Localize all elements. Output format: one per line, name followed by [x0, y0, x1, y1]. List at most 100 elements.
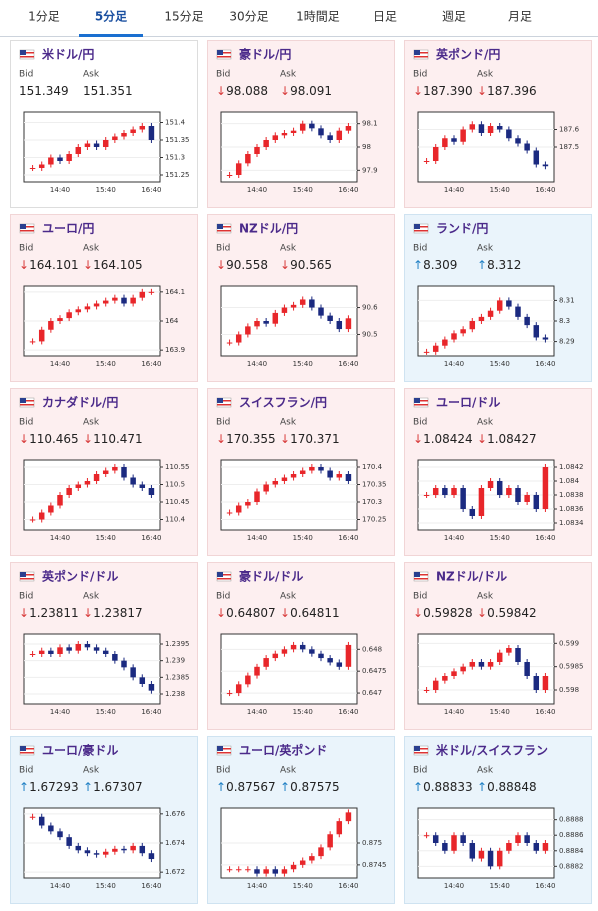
tab[interactable]: 30分足	[229, 10, 268, 24]
tab[interactable]: 1分足	[28, 10, 60, 24]
candle-body	[309, 123, 315, 129]
flag-icon-part	[20, 572, 26, 577]
ask-price: ↓1.08427	[477, 432, 537, 446]
bid-label: Bid	[413, 70, 427, 80]
x-tick-label: 16:40	[535, 882, 555, 890]
y-tick-label: 151.25	[165, 171, 190, 179]
flag-icon-part	[414, 746, 420, 751]
quote-card[interactable]: 米ドル/円 Bid Ask 151.349 151.351 151.25 151.3 151.…	[10, 40, 198, 208]
y-tick-label: 170.25	[362, 516, 387, 524]
candle-body	[112, 136, 118, 140]
pair-name[interactable]: カナダドル/円	[42, 395, 118, 410]
bid-value: 90.558	[226, 258, 268, 272]
candle-body	[102, 300, 109, 304]
bid-label: Bid	[216, 70, 230, 80]
y-tick-label: 1.0838	[559, 491, 584, 499]
tab[interactable]: 15分足	[164, 10, 203, 24]
candle-body	[432, 835, 439, 843]
candle-body	[84, 644, 91, 648]
tab[interactable]: 週足	[442, 10, 466, 24]
bid-arrow: ↓	[216, 84, 226, 98]
candle-body	[130, 297, 136, 304]
bid-value: 1.67293	[29, 780, 79, 794]
bid-arrow: ↓	[216, 606, 226, 620]
pair-name[interactable]: ユーロ/豪ドル	[42, 743, 118, 758]
tab[interactable]: 5分足	[95, 9, 127, 24]
candle-body	[524, 316, 530, 326]
candle-body	[66, 488, 72, 495]
candle-body	[309, 299, 315, 308]
pair-name[interactable]: 英ポンド/円	[436, 47, 500, 62]
pair-name[interactable]: 豪ドル/ドル	[239, 569, 303, 584]
candle-body	[460, 129, 466, 142]
candle-body	[469, 124, 476, 130]
x-tick-label: 16:40	[535, 708, 555, 716]
pair-name[interactable]: スイスフラン/円	[239, 396, 327, 410]
pair-name[interactable]: ユーロ/英ポンド	[239, 743, 327, 758]
bid-label: Bid	[216, 592, 230, 602]
x-tick-label: 16:40	[141, 882, 161, 890]
candle-body	[290, 644, 297, 650]
y-tick-label: 1.239	[165, 657, 185, 665]
candle-body	[281, 477, 288, 481]
y-tick-label: 187.5	[559, 143, 579, 151]
x-tick-label: 16:40	[535, 360, 555, 368]
candle-body	[432, 680, 439, 690]
pair-name[interactable]: 米ドル/スイスフラン	[436, 743, 548, 758]
candle-body	[318, 653, 324, 659]
candle-body	[442, 676, 448, 681]
ask-arrow: ↑	[477, 258, 487, 272]
x-tick-label: 14:40	[247, 882, 267, 890]
candle-body	[57, 157, 63, 161]
flag-icon-part	[217, 752, 231, 754]
pair-name[interactable]: 豪ドル/円	[239, 47, 291, 62]
tab[interactable]: 1時間足	[296, 10, 340, 24]
pair-name[interactable]: ユーロ/ドル	[436, 396, 500, 410]
pair-name[interactable]: ランド/円	[436, 222, 488, 236]
flag-icon-part	[217, 578, 231, 580]
candle-body	[451, 138, 457, 142]
bid-price: ↓1.08424	[413, 432, 473, 446]
candle-body	[102, 650, 109, 654]
y-tick-label: 0.5985	[559, 663, 584, 671]
tab[interactable]: 日足	[373, 10, 397, 24]
y-tick-label: 163.9	[165, 346, 185, 354]
ask-arrow: ↑	[83, 780, 93, 794]
flag-icon-part	[26, 400, 34, 402]
pair-name[interactable]: NZドル/ドル	[436, 570, 507, 584]
ask-price: ↓164.105	[83, 258, 143, 272]
pair-name[interactable]: 米ドル/円	[42, 47, 94, 62]
candle-body	[327, 315, 333, 321]
pair-name[interactable]: ユーロ/円	[42, 222, 94, 236]
pair-name[interactable]: NZドル/円	[239, 222, 298, 236]
x-tick-label: 16:40	[338, 360, 358, 368]
candle-body	[139, 677, 146, 684]
y-tick-label: 1.0836	[559, 505, 584, 513]
candle-body	[432, 147, 439, 161]
candle-body	[148, 684, 155, 691]
candle-body	[327, 135, 333, 140]
pair-name[interactable]: 英ポンド/ドル	[42, 569, 118, 584]
ask-price: ↑8.312	[477, 258, 521, 272]
x-tick-label: 14:40	[50, 882, 70, 890]
candle-body	[48, 321, 54, 330]
candle-body	[432, 345, 439, 352]
flag-icon-part	[20, 752, 34, 754]
y-tick-label: 170.4	[362, 463, 383, 471]
tab[interactable]: 月足	[508, 10, 532, 24]
x-tick-label: 16:40	[338, 534, 358, 542]
